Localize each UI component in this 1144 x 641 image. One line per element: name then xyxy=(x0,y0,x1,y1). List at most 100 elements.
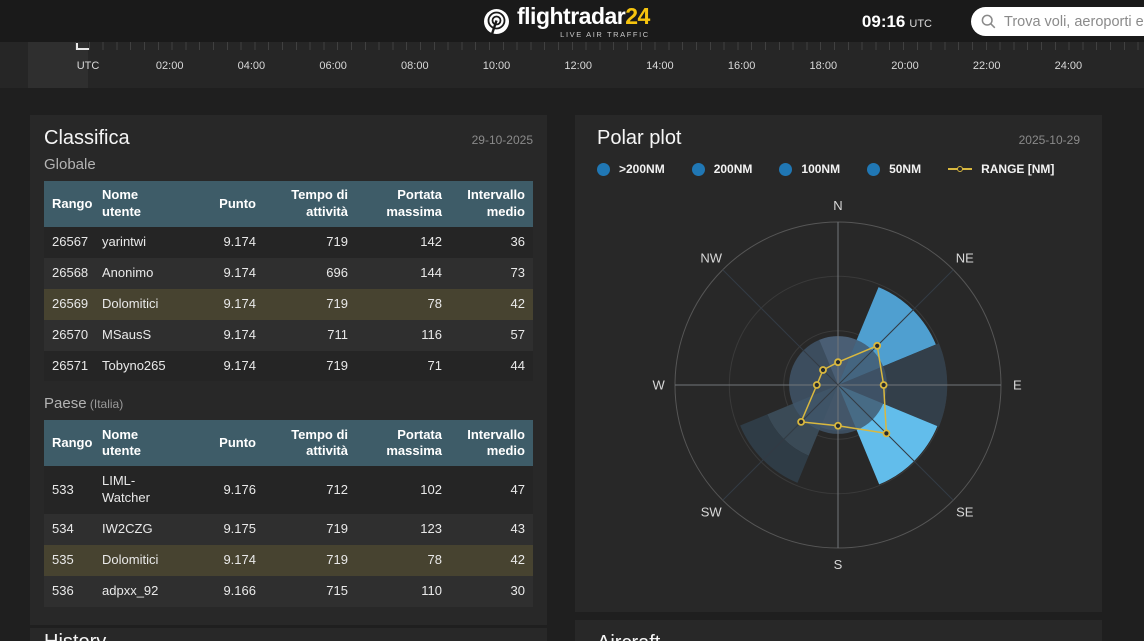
timeline-tick-label: 20:00 xyxy=(891,60,919,72)
polar-plot-panel: N NE E SE S SW W NW Polar plot 2025-10-29 >200N… xyxy=(575,115,1102,612)
compass-label-se: SE xyxy=(956,504,974,519)
compass-label-w: W xyxy=(653,378,666,393)
points-cell: 9.166 xyxy=(223,583,256,599)
uptime-cell: 719 xyxy=(326,234,348,249)
leaderboard-table: Rango Nome utente Punto Tempo di attività Po… xyxy=(44,181,533,382)
column-header: Intervallo medio xyxy=(450,181,533,227)
uptime-cell: 719 xyxy=(326,521,348,537)
max-range-cell: 123 xyxy=(420,521,442,537)
max-range-cell: 78 xyxy=(427,295,442,311)
legend-item: >200NM xyxy=(597,162,665,176)
points-cell: 9.174 xyxy=(223,552,256,568)
clock-time: 09:16 xyxy=(861,12,906,31)
username-cell: Tobyno265 xyxy=(102,357,166,373)
table-row: 26567 yarintwi 9.174 719 142 36 xyxy=(44,227,533,258)
max-range-cell: 78 xyxy=(427,552,442,568)
search-box[interactable] xyxy=(971,7,1144,36)
legend-dot-icon xyxy=(691,162,705,176)
compass-label-sw: SW xyxy=(701,504,723,519)
timeline-tick-label: 06:00 xyxy=(319,60,347,72)
range-marker-s xyxy=(834,421,842,430)
avg-interval-cell: 30 xyxy=(510,583,525,599)
uptime-cell: 719 xyxy=(326,552,348,568)
table-subtitle: Globale xyxy=(44,156,96,173)
column-header: Rango xyxy=(44,420,94,467)
table-row: 26570 MSausS 9.174 711 116 57 xyxy=(44,319,533,351)
range-marker-n xyxy=(834,358,842,367)
history-panel: History xyxy=(30,628,547,641)
polar-header: Polar plot 2025-10-29 xyxy=(597,127,1080,150)
timeline-tick-label: 12:00 xyxy=(564,60,592,72)
column-header: Tempo di attività xyxy=(264,181,356,227)
avg-interval-cell: 57 xyxy=(510,326,525,342)
polar-title: Polar plot xyxy=(597,127,682,149)
legend-dot-icon xyxy=(597,162,610,176)
column-header: Intervallo medio xyxy=(450,420,533,467)
legend-dot-icon xyxy=(779,162,793,176)
polar-legend: >200NM 200NM 100NM 50NM RANGE [NM] xyxy=(597,162,1080,176)
column-header: Punto xyxy=(176,181,264,227)
timeline-selection-handle[interactable] xyxy=(76,43,89,50)
uptime-cell: 719 xyxy=(326,357,348,373)
points-cell: 9.176 xyxy=(223,481,256,497)
timeline-scrubber[interactable]: UTC 02:00 04:00 06:00 08:00 10:00 12:00 14:00 16… xyxy=(0,42,1144,88)
leaderboard-sections: Globale Rango Nome utente Punto Tempo di att… xyxy=(44,156,533,607)
legend-label: 200NM xyxy=(713,162,753,176)
leaderboard-header: Classifica 29-10-2025 xyxy=(44,127,533,150)
table-subtitle: Paese (Italia) xyxy=(44,395,124,413)
column-header: Rango xyxy=(44,181,94,227)
timeline-tick-label: 18:00 xyxy=(809,60,838,72)
grid-spoke-ne xyxy=(837,269,954,386)
range-marker-sw xyxy=(797,417,806,426)
max-range-cell: 110 xyxy=(421,583,442,599)
rank-cell: 533 xyxy=(52,481,74,497)
utc-clock: 09:16 UTC xyxy=(862,12,932,32)
avg-interval-cell: 42 xyxy=(510,552,525,568)
legend-item: 100NM xyxy=(779,162,840,176)
timeline-tick-label: 02:00 xyxy=(155,60,184,72)
rank-cell: 536 xyxy=(52,583,74,599)
compass-label-n: N xyxy=(833,198,842,213)
rank-cell: 26568 xyxy=(52,264,89,280)
grid-spoke-nw xyxy=(722,269,839,386)
username-cell: LIML-Watcher xyxy=(102,473,150,506)
rank-cell: 535 xyxy=(52,552,74,568)
legend-label: RANGE [NM] xyxy=(981,162,1055,176)
table-row: 536 adpxx_92 9.166 715 110 30 xyxy=(44,576,533,607)
legend-label: 100NM xyxy=(801,162,841,176)
timeline-tick-label: 16:00 xyxy=(727,60,756,72)
flightradar24-logo[interactable]: flightradar24 LIVE AIR TRAFFIC xyxy=(483,5,650,39)
leaderboard-date: 29-10-2025 xyxy=(471,133,533,147)
timeline-tick-label: UTC xyxy=(76,60,100,72)
avg-interval-cell: 36 xyxy=(510,234,525,249)
column-header: Nome utente xyxy=(94,420,176,467)
username-cell: Anonimo xyxy=(102,264,154,280)
uptime-cell: 712 xyxy=(326,481,348,497)
grid-spoke-sw xyxy=(722,384,839,501)
uptime-cell: 719 xyxy=(326,295,348,311)
username-cell: Dolomitici xyxy=(102,552,159,568)
max-range-cell: 144 xyxy=(420,264,442,280)
uptime-cell: 715 xyxy=(326,583,348,599)
leaderboard-panel: Classifica 29-10-2025 Globale Rango Nome u… xyxy=(30,115,547,625)
top-header-bar: flightradar24 LIVE AIR TRAFFIC 09:16 UTC xyxy=(0,0,1144,42)
search-input[interactable] xyxy=(1004,13,1144,30)
range-marker-w xyxy=(812,381,821,389)
search-icon xyxy=(981,14,996,29)
compass-label-ne: NE xyxy=(956,251,974,266)
compass-label-e: E xyxy=(1013,378,1022,393)
username-cell: yarintwi xyxy=(102,234,147,249)
legend-range-line-icon xyxy=(948,166,973,172)
compass-label-s: S xyxy=(834,557,843,572)
column-header: Nome utente xyxy=(94,181,176,227)
history-title: History xyxy=(44,631,106,641)
timeline-tick-label: 08:00 xyxy=(401,60,429,72)
avg-interval-cell: 43 xyxy=(510,521,525,537)
points-cell: 9.174 xyxy=(223,264,256,280)
legend-item: 200NM xyxy=(691,162,753,176)
username-cell: IW2CZG xyxy=(102,521,153,537)
rank-cell: 26569 xyxy=(52,295,89,311)
range-marker-e xyxy=(879,381,888,389)
legend-label: 50NM xyxy=(889,162,922,176)
max-range-cell: 116 xyxy=(421,326,442,342)
